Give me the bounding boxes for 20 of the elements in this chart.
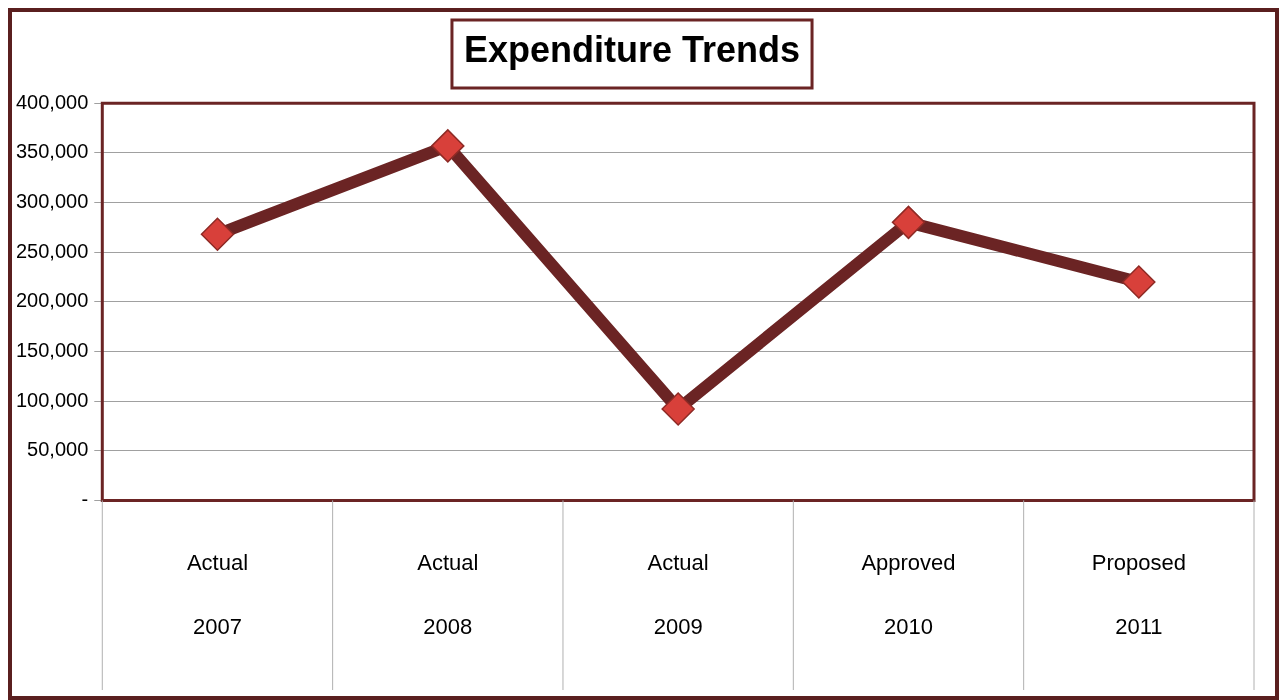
y-tick-label: 400,000 <box>16 90 89 113</box>
category-label: Actual 2009 <box>647 550 709 640</box>
y-tick-label: 250,000 <box>16 239 89 262</box>
point <box>891 205 926 240</box>
y-tick-label: - <box>81 487 89 510</box>
y-tick-label: 200,000 <box>16 289 89 312</box>
y-tick-label: 300,000 <box>16 190 89 213</box>
point <box>661 392 695 426</box>
y-tick-label: 350,000 <box>16 140 89 163</box>
point <box>200 217 235 252</box>
point <box>431 129 465 163</box>
category-label: Actual 2007 <box>186 550 249 640</box>
chart-title: Expenditure Trends <box>463 28 801 70</box>
category-label: Actual 2008 <box>417 550 479 640</box>
category-label: Approved 2010 <box>861 550 956 640</box>
y-tick-label: 50,000 <box>27 438 89 461</box>
point <box>1122 265 1156 299</box>
y-tick-label: 150,000 <box>16 338 89 361</box>
category-label: Proposed 2011 <box>1091 550 1186 640</box>
y-tick-label: 100,000 <box>16 388 89 411</box>
